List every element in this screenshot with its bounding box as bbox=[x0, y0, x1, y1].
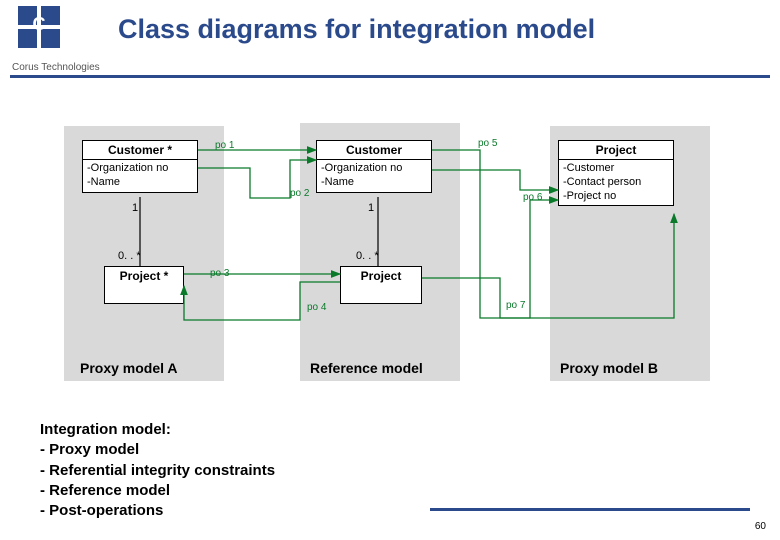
po-label: po 7 bbox=[506, 300, 525, 311]
multiplicity-label: 1 bbox=[132, 202, 138, 214]
logo-icon: C bbox=[18, 6, 60, 48]
class-title: Customer * bbox=[83, 141, 197, 160]
multiplicity-label: 0. . * bbox=[356, 250, 379, 262]
list-item: - Post-operations bbox=[40, 501, 275, 521]
attr: -Name bbox=[321, 176, 427, 190]
list-item: - Proxy model bbox=[40, 440, 275, 460]
po-label: po 6 bbox=[523, 192, 542, 203]
footer-rule bbox=[430, 508, 750, 511]
slide-title: Class diagrams for integration model bbox=[118, 14, 595, 45]
brand-label: Corus Technologies bbox=[12, 62, 100, 73]
class-project-proxy-a: Project * bbox=[104, 266, 184, 304]
class-title: Project * bbox=[105, 267, 183, 285]
attr: -Customer bbox=[563, 162, 669, 176]
po-label: po 5 bbox=[478, 138, 497, 149]
integration-model-list: Integration model: - Proxy model - Refer… bbox=[40, 420, 275, 521]
class-title: Customer bbox=[317, 141, 431, 160]
model-label-a: Proxy model A bbox=[80, 360, 178, 376]
class-attrs: -Organization no -Name bbox=[83, 160, 197, 192]
multiplicity-label: 1 bbox=[368, 202, 374, 214]
class-attrs bbox=[341, 285, 421, 303]
attr: -Project no bbox=[563, 190, 669, 204]
po-label: po 1 bbox=[215, 140, 234, 151]
attr: -Organization no bbox=[321, 162, 427, 176]
class-title: Project bbox=[559, 141, 673, 160]
list-heading: Integration model: bbox=[40, 420, 275, 440]
class-project-proxy-b: Project -Customer -Contact person -Proje… bbox=[558, 140, 674, 206]
class-title: Project bbox=[341, 267, 421, 285]
multiplicity-label: 0. . * bbox=[118, 250, 141, 262]
class-attrs bbox=[105, 285, 183, 303]
attr: -Name bbox=[87, 176, 193, 190]
slide-header: C Class diagrams for integration model C… bbox=[0, 0, 780, 75]
page-number: 60 bbox=[755, 521, 766, 532]
po-label: po 3 bbox=[210, 268, 229, 279]
attr: -Organization no bbox=[87, 162, 193, 176]
header-rule bbox=[10, 75, 770, 78]
model-label-c: Proxy model B bbox=[560, 360, 658, 376]
attr: -Contact person bbox=[563, 176, 669, 190]
class-attrs: -Organization no -Name bbox=[317, 160, 431, 192]
po-label: po 4 bbox=[307, 302, 326, 313]
class-customer-reference: Customer -Organization no -Name bbox=[316, 140, 432, 193]
list-item: - Referential integrity constraints bbox=[40, 461, 275, 481]
class-customer-proxy-a: Customer * -Organization no -Name bbox=[82, 140, 198, 193]
model-label-b: Reference model bbox=[310, 360, 423, 376]
class-project-reference: Project bbox=[340, 266, 422, 304]
list-item: - Reference model bbox=[40, 481, 275, 501]
po-label: po 2 bbox=[290, 188, 309, 199]
class-attrs: -Customer -Contact person -Project no bbox=[559, 160, 673, 205]
